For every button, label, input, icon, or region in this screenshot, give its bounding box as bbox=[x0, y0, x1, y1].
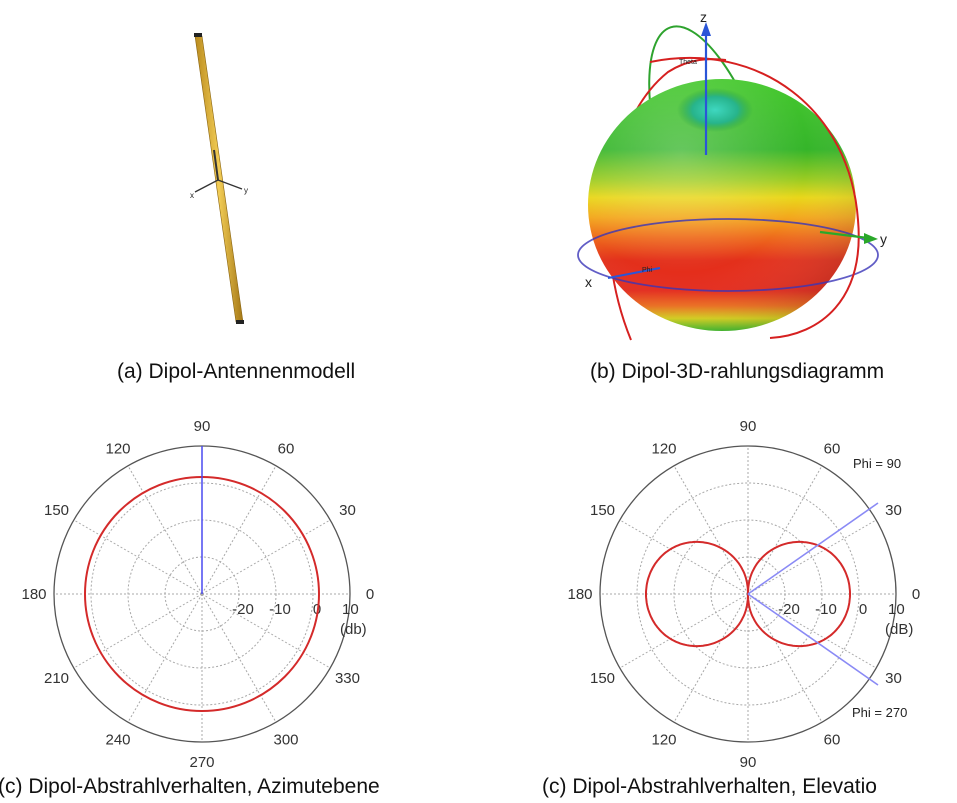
angle-label: 180 bbox=[21, 586, 46, 603]
axis-y bbox=[819, 230, 869, 240]
elevation-radial-labels: -20 -10 0 bbox=[778, 601, 867, 618]
angle-label: 120 bbox=[651, 731, 676, 748]
model-axis-x bbox=[194, 179, 219, 193]
model-axis-y bbox=[217, 179, 243, 190]
angle-label: 270 bbox=[189, 754, 214, 771]
axis-y-label: y bbox=[880, 231, 887, 247]
angle-label: 90 bbox=[740, 418, 757, 435]
grid-spoke bbox=[201, 465, 277, 595]
model-axis-x-label: x bbox=[190, 191, 194, 200]
phi-top-label: Phi = 90 bbox=[853, 456, 901, 471]
axis-x bbox=[607, 267, 661, 279]
caption-a: (a) Dipol-Antennenmodell bbox=[117, 360, 356, 383]
grid-spoke bbox=[747, 519, 877, 595]
angle-label: 120 bbox=[105, 441, 130, 458]
angle-label: 60 bbox=[824, 441, 841, 458]
angle-label: 60 bbox=[824, 731, 841, 748]
angle-label: 150 bbox=[590, 502, 615, 519]
elevation-marker-phi-90 bbox=[747, 502, 879, 595]
angle-label: 240 bbox=[105, 731, 130, 748]
grid-spoke bbox=[747, 593, 823, 723]
grid-ring bbox=[90, 482, 314, 706]
axis-y-arrow bbox=[864, 233, 878, 244]
angle-label: 150 bbox=[590, 670, 615, 687]
angle-label: 330 bbox=[335, 670, 360, 687]
toroid-hole bbox=[677, 88, 753, 132]
dipole-element bbox=[194, 35, 244, 323]
grid-spoke bbox=[747, 593, 877, 669]
equator-ring bbox=[577, 218, 879, 292]
angle-label: 150 bbox=[44, 502, 69, 519]
angle-label: 300 bbox=[273, 731, 298, 748]
angle-label: 0 bbox=[366, 586, 374, 603]
model-axis-y-label: y bbox=[244, 186, 248, 195]
angle-label: 30 bbox=[339, 502, 356, 519]
radial-label: -20 bbox=[778, 601, 800, 618]
elevation-angle-labels: 0 30 60 90 120 150 180 150 120 90 60 30 bbox=[567, 418, 920, 771]
elevation-marker-phi-270 bbox=[747, 593, 879, 686]
grid-spoke bbox=[747, 465, 823, 595]
radial-label: -20 bbox=[232, 601, 254, 618]
dipole-model: x y bbox=[190, 33, 248, 324]
ring-red-front bbox=[649, 57, 860, 339]
azimuth-polar-plot: 0 30 60 90 120 150 180 210 240 270 300 330 -20 -10 0 … bbox=[21, 418, 374, 771]
radial-label: 0 bbox=[859, 601, 867, 618]
axis-z-arrow bbox=[701, 22, 711, 36]
elevation-polar-plot: 0 30 60 90 120 150 180 150 120 90 60 30 -20 -10 0 Phi… bbox=[567, 418, 920, 771]
phi-bottom-label: Phi = 270 bbox=[852, 705, 907, 720]
grid-spoke bbox=[201, 519, 331, 595]
grid-spoke bbox=[619, 593, 749, 669]
axis-x-label: x bbox=[585, 274, 592, 290]
dipole-tip-top bbox=[194, 33, 202, 37]
elevation-outer-label: 10 bbox=[888, 601, 905, 618]
angle-label: 30 bbox=[885, 502, 902, 519]
angle-label: 60 bbox=[278, 441, 295, 458]
caption-d: (c) Dipol-Abstrahlverhalten, Elevatio bbox=[542, 775, 877, 798]
feed-axis bbox=[213, 149, 219, 181]
theta-label: Theta bbox=[679, 59, 697, 66]
grid-spoke bbox=[619, 519, 749, 595]
radial-label: -10 bbox=[269, 601, 291, 618]
grid-spoke bbox=[73, 519, 203, 595]
caption-c: (c) Dipol-Abstrahlverhalten, Azimutebene bbox=[0, 775, 380, 798]
phi-label: Phi bbox=[642, 267, 653, 274]
radial-label: -10 bbox=[815, 601, 837, 618]
grid-spoke bbox=[201, 593, 331, 669]
grid-spoke bbox=[673, 465, 749, 595]
grid-spoke bbox=[673, 593, 749, 723]
elevation-grid bbox=[599, 445, 897, 743]
angle-label: 210 bbox=[44, 670, 69, 687]
azimuth-unit-label: (db) bbox=[340, 621, 367, 638]
angle-label: 30 bbox=[885, 670, 902, 687]
grid-spoke bbox=[201, 593, 277, 723]
angle-label: 180 bbox=[567, 586, 592, 603]
caption-b: (b) Dipol-3D-rahlungsdiagramm bbox=[590, 360, 885, 383]
grid-spoke bbox=[127, 593, 203, 723]
dipole-tip-bottom bbox=[236, 320, 244, 324]
angle-label: 90 bbox=[194, 418, 211, 435]
grid-spoke bbox=[127, 465, 203, 595]
azimuth-outer-label: 10 bbox=[342, 601, 359, 618]
angle-label: 120 bbox=[651, 441, 676, 458]
grid-spoke bbox=[73, 593, 203, 669]
azimuth-angle-labels: 0 30 60 90 120 150 180 210 240 270 300 330 bbox=[21, 418, 374, 771]
pattern-3d: z y x Theta Phi bbox=[577, 9, 887, 341]
axis-z-label: z bbox=[700, 9, 707, 25]
outer-ring bbox=[599, 445, 897, 743]
azimuth-radial-labels: -20 -10 0 bbox=[232, 601, 321, 618]
elevation-pattern-curve bbox=[645, 540, 851, 648]
grid-ring bbox=[636, 482, 860, 706]
angle-label: 90 bbox=[740, 754, 757, 771]
elevation-unit-label: (dB) bbox=[885, 621, 913, 638]
angle-label: 0 bbox=[912, 586, 920, 603]
